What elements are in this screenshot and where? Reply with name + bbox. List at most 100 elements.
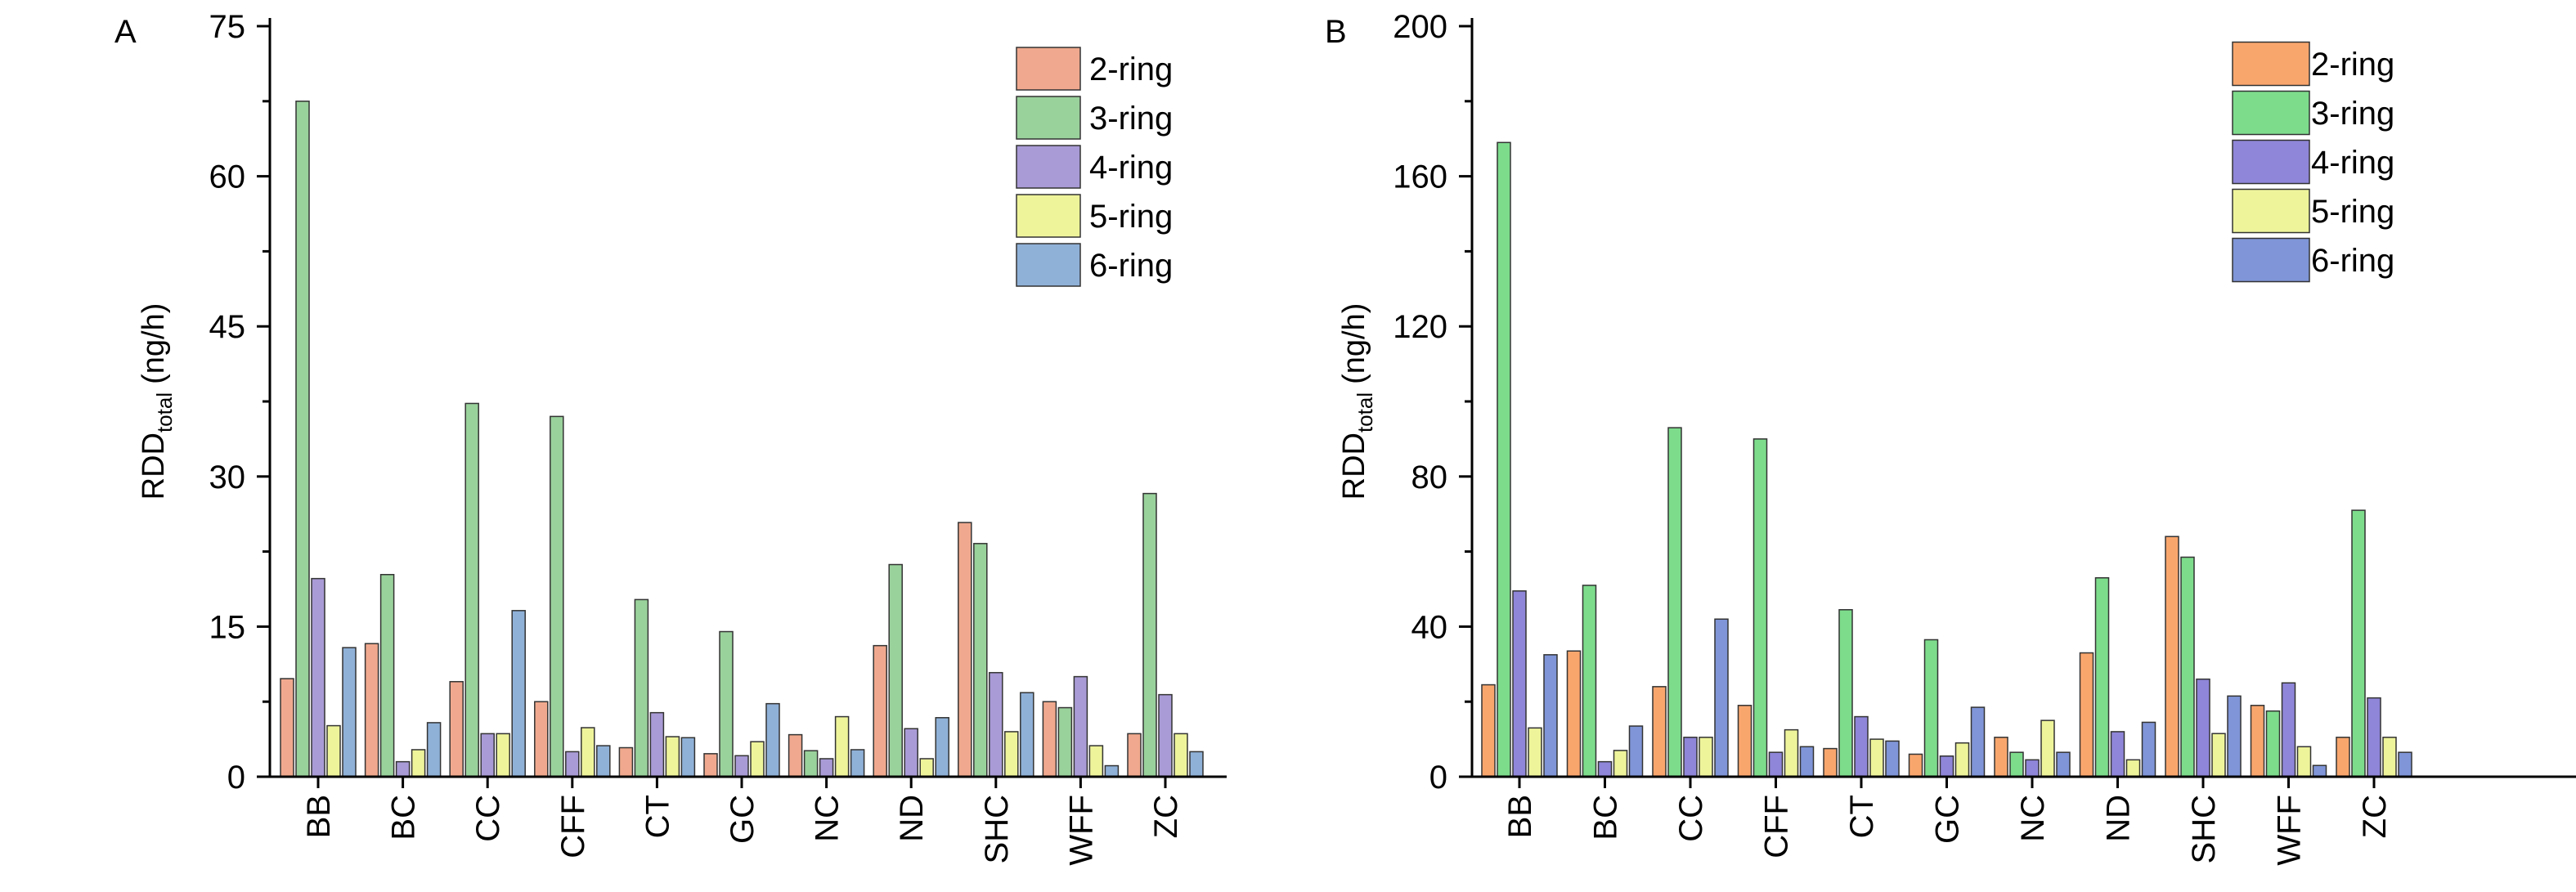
- bar-3-ring-BB: [1497, 141, 1511, 778]
- legend-swatch-4-ring: [1016, 145, 1081, 189]
- legend-label: 6-ring: [1089, 248, 1173, 284]
- bar-5-ring-BB: [326, 724, 341, 778]
- y-axis-label-main: RDD: [1337, 433, 1371, 500]
- y-tick-label: 45: [209, 309, 246, 345]
- bar-3-ring-CFF: [1752, 438, 1768, 778]
- bar-5-ring-BC: [411, 749, 426, 778]
- bar-6-ring-BC: [1628, 725, 1644, 778]
- bar-4-ring-SHC: [2196, 678, 2210, 778]
- bar-2-ring-ND: [2079, 652, 2094, 778]
- bar-6-ring-CT: [680, 737, 696, 778]
- y-tick-label: 80: [1411, 459, 1448, 495]
- x-tick-label: NC: [810, 795, 846, 842]
- y-tick-label: 160: [1393, 159, 1447, 195]
- bar-6-ring-NC: [850, 749, 865, 778]
- x-tick-label: CFF: [555, 795, 591, 858]
- bar-3-ring-WFF: [1057, 706, 1073, 778]
- bar-6-ring-GC: [765, 702, 780, 778]
- legend-label: 2-ring: [2311, 47, 2394, 83]
- bar-6-ring-ND: [935, 717, 949, 778]
- bar-5-ring-ZC: [2382, 737, 2397, 778]
- bar-3-ring-ND: [888, 563, 903, 778]
- bar-3-ring-CT: [1838, 608, 1853, 778]
- x-tick-label: SHC: [2186, 795, 2222, 863]
- bar-4-ring-ZC: [1158, 693, 1173, 778]
- x-tick-label: BC: [386, 795, 422, 840]
- legend-label: 4-ring: [2311, 145, 2394, 181]
- bar-5-ring-BC: [1613, 750, 1628, 778]
- x-tick-label: BB: [1502, 795, 1538, 838]
- y-axis-label-main: RDD: [137, 433, 171, 500]
- bar-6-ring-BB: [1543, 654, 1558, 778]
- legend-label: 4-ring: [1089, 150, 1173, 186]
- x-tick-label: BB: [301, 795, 337, 838]
- bar-4-ring-GC: [1939, 755, 1954, 778]
- y-tick-label: 15: [209, 609, 246, 645]
- bar-5-ring-CT: [665, 736, 680, 778]
- bar-2-ring-BC: [364, 643, 379, 778]
- y-tick-label: 60: [209, 159, 246, 195]
- bar-4-ring-CFF: [1768, 751, 1784, 778]
- bar-2-ring-CFF: [534, 701, 549, 778]
- bar-5-ring-ZC: [1174, 733, 1188, 778]
- x-tick-label: CT: [1844, 795, 1880, 838]
- bar-4-ring-CC: [1683, 737, 1698, 778]
- bar-6-ring-CT: [1885, 740, 1900, 778]
- bar-2-ring-WFF: [2250, 705, 2265, 778]
- bar-2-ring-CC: [1652, 686, 1667, 778]
- bar-5-ring-WFF: [2296, 746, 2312, 778]
- bar-2-ring-SHC: [2165, 536, 2179, 778]
- bar-5-ring-BB: [1528, 727, 1542, 778]
- legend-swatch-4-ring: [2232, 139, 2310, 185]
- bar-5-ring-SHC: [2211, 733, 2226, 778]
- legend-swatch-3-ring: [1016, 96, 1081, 140]
- bar-2-ring-GC: [703, 753, 718, 778]
- bar-2-ring-CT: [618, 746, 634, 778]
- bar-3-ring-SHC: [973, 543, 988, 778]
- bar-5-ring-GC: [750, 741, 765, 778]
- x-tick-label: BC: [1588, 795, 1624, 840]
- bar-5-ring-WFF: [1088, 745, 1104, 778]
- x-tick-label: ZC: [1148, 795, 1184, 838]
- y-tick-label: 0: [1429, 760, 1447, 796]
- bar-2-ring-ZC: [1127, 733, 1142, 778]
- bar-3-ring-CT: [634, 598, 649, 778]
- bar-4-ring-NC: [2025, 759, 2040, 778]
- bar-4-ring-BC: [1597, 760, 1613, 778]
- bar-5-ring-CT: [1869, 738, 1884, 778]
- bar-4-ring-BB: [311, 577, 325, 778]
- bar-6-ring-CFF: [596, 745, 611, 778]
- bar-5-ring-ND: [2125, 759, 2141, 778]
- bar-2-ring-CT: [1823, 747, 1838, 778]
- bar-5-ring-GC: [1954, 742, 1970, 778]
- y-axis-label-unit: (ng/h): [1337, 303, 1371, 384]
- bar-5-ring-CC: [496, 733, 510, 778]
- bar-2-ring-GC: [1908, 753, 1923, 778]
- bar-5-ring-CFF: [1784, 728, 1799, 778]
- legend-swatch-2-ring: [1016, 47, 1081, 91]
- legend-swatch-2-ring: [2232, 41, 2310, 87]
- x-tick-label: ZC: [2357, 795, 2393, 838]
- x-tick-label: CC: [470, 795, 506, 842]
- legend-label: 5-ring: [1089, 199, 1173, 235]
- bar-2-ring-CC: [449, 680, 464, 778]
- chart-panel-b: B 0 40 80 120 160 200 BB BC CC CFF CT GC NC ND SHC WFF ZC…: [1325, 9, 2576, 866]
- y-axis-label: RDDtotal (ng/h): [137, 303, 177, 500]
- bar-3-ring-CC: [464, 402, 479, 778]
- x-tick-label: NC: [2015, 795, 2051, 842]
- bar-3-ring-WFF: [2265, 710, 2281, 778]
- bar-4-ring-CT: [1854, 715, 1869, 778]
- bar-3-ring-BC: [379, 574, 395, 778]
- legend-label: 5-ring: [2311, 194, 2394, 230]
- bar-5-ring-SHC: [1004, 731, 1019, 778]
- bar-5-ring-ND: [919, 758, 934, 778]
- bar-6-ring-ZC: [2398, 751, 2412, 778]
- legend-swatch-5-ring: [2232, 188, 2310, 234]
- bar-6-ring-GC: [1970, 706, 1986, 778]
- bar-6-ring-ZC: [1189, 751, 1204, 778]
- legend-label: 3-ring: [1089, 101, 1173, 137]
- bar-3-ring-GC: [1923, 639, 1939, 778]
- x-tick-label: ND: [2101, 795, 2137, 842]
- y-tick-label: 75: [209, 9, 246, 45]
